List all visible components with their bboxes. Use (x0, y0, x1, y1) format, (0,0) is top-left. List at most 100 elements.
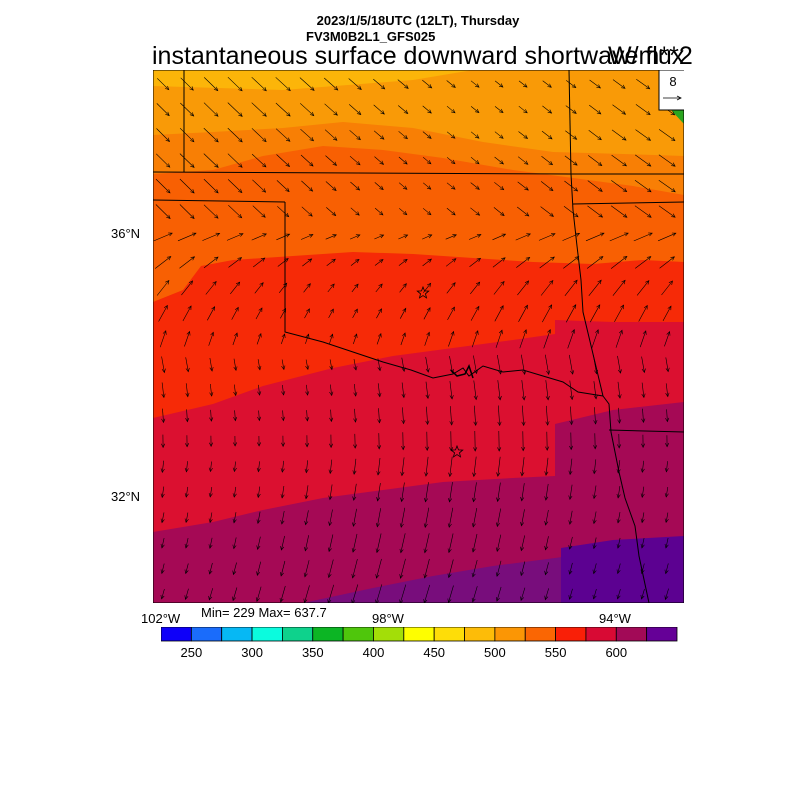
wind-vector (208, 562, 213, 575)
wind-vector (160, 538, 165, 549)
wind-vector (494, 182, 505, 191)
wind-vector (208, 487, 213, 498)
wind-vector (470, 106, 480, 114)
wind-vector (399, 584, 407, 603)
wind-vector (541, 130, 553, 140)
wind-vector (161, 434, 166, 449)
wind-vector (156, 103, 170, 117)
wind-vector (327, 584, 334, 603)
wind-vector (277, 206, 290, 218)
wind-vector (592, 589, 597, 600)
wind-vector (161, 356, 166, 374)
wind-vector (593, 407, 598, 425)
wind-vector (203, 77, 219, 92)
wind-vector (398, 156, 408, 165)
wind-vector (448, 330, 455, 347)
wind-vector (471, 330, 479, 348)
wind-vector (376, 457, 381, 476)
wind-vector (446, 157, 456, 165)
wind-vector (373, 78, 386, 90)
wind-vector (353, 383, 358, 397)
wind-vector (299, 77, 315, 91)
wind-vector (568, 510, 573, 525)
wind-vector (277, 258, 289, 267)
wind-vector (518, 304, 528, 322)
wind-vector (517, 280, 530, 296)
wind-vector (398, 234, 409, 240)
wind-vector (636, 280, 650, 296)
wind-vector (568, 458, 573, 476)
wind-vector (329, 384, 334, 397)
wind-vector (565, 130, 578, 140)
plot-model-name: FV3M0B2L1_GFS025 (306, 29, 436, 44)
wind-vector (518, 131, 529, 139)
wind-vector (232, 461, 237, 473)
border-kansas-missouri (568, 70, 572, 175)
wind-vector (374, 259, 384, 266)
wind-vector (424, 331, 431, 346)
wind-vector (540, 181, 554, 192)
wind-vector (635, 154, 652, 167)
wind-vector (350, 207, 360, 216)
wind-vector (208, 331, 215, 346)
colorbar-box (433, 627, 465, 642)
ref-vector-value: 8 (669, 74, 676, 89)
vector-reference-box: 8 (658, 70, 684, 111)
wind-vector (348, 78, 362, 90)
wind-vector (304, 308, 310, 319)
wind-vector (635, 256, 652, 269)
wind-vector (449, 431, 454, 452)
border-arkansas-louisiana (608, 429, 684, 433)
wind-vector (184, 588, 189, 600)
wind-vector (543, 328, 551, 349)
wind-vector (305, 435, 310, 448)
wind-vector (398, 182, 408, 190)
wind-vector (425, 431, 430, 451)
wind-vector (446, 182, 456, 190)
wind-vector (564, 180, 579, 192)
colorbar-box (373, 627, 405, 642)
wind-vector (641, 382, 646, 399)
wind-vector (588, 155, 603, 167)
wind-vector (177, 232, 197, 242)
wind-vector (233, 358, 238, 371)
wind-vector (373, 104, 385, 115)
wind-vector (275, 128, 291, 142)
wind-vector (251, 128, 267, 143)
wind-vector (521, 405, 526, 427)
wind-vector (185, 409, 190, 423)
wind-vector (208, 512, 213, 524)
colorbar-label: 300 (241, 645, 263, 660)
wind-vector (592, 511, 597, 525)
wind-vector (207, 306, 216, 321)
ref-vector-arrowhead (676, 95, 682, 101)
wind-vector (617, 355, 622, 374)
wind-vector (351, 283, 359, 293)
wind-vector (327, 559, 334, 579)
wind-vector (422, 156, 432, 165)
wind-vector (565, 105, 577, 114)
wind-vector (299, 103, 315, 117)
wind-vector (616, 512, 621, 524)
wind-vector (562, 232, 581, 241)
wind-vector (592, 459, 597, 475)
wind-vector (399, 283, 407, 293)
wind-vector (424, 456, 429, 477)
wind-vector (615, 329, 623, 348)
wind-vector (305, 333, 310, 344)
wind-vector (587, 205, 604, 218)
wind-vector (203, 102, 219, 117)
wind-vector (633, 232, 653, 242)
wind-vector (227, 76, 243, 92)
wind-vector (568, 562, 573, 575)
wind-vector (569, 432, 574, 451)
wind-vector (185, 435, 190, 448)
wind-vector (544, 588, 549, 601)
wind-vector (445, 234, 457, 240)
wind-vector (281, 435, 286, 447)
wind-vector (542, 105, 553, 114)
wind-vector (252, 179, 267, 193)
wind-vector (257, 384, 262, 396)
wind-vector (401, 382, 406, 399)
wind-vector (179, 178, 195, 194)
